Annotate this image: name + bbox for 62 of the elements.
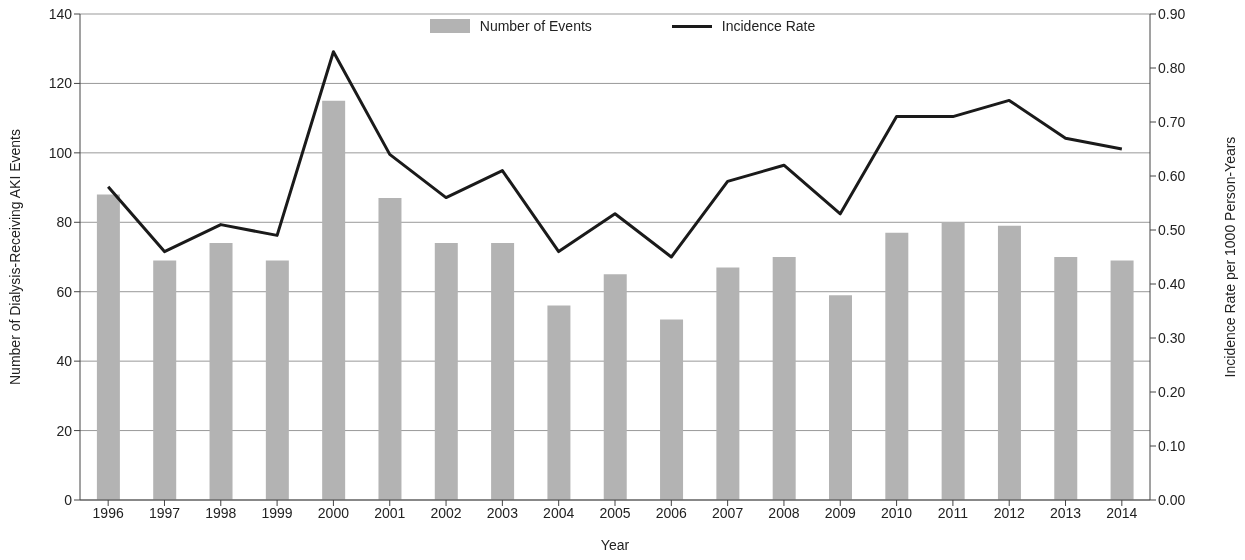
- y-tick-label: 80: [56, 214, 73, 231]
- bar: [885, 232, 909, 500]
- y-tick-label: 40: [56, 353, 73, 370]
- y2-tick-label: 0.10: [1158, 437, 1186, 454]
- bar: [209, 243, 233, 500]
- bar: [829, 295, 852, 500]
- bar: [660, 319, 684, 500]
- bar: [96, 194, 120, 500]
- y2-tick-label: 0.30: [1158, 329, 1186, 346]
- y2-tick-label: 0.20: [1158, 383, 1186, 400]
- x-tick-label: 2008: [768, 504, 800, 521]
- y-tick-label: 140: [48, 5, 73, 22]
- y2-tick-label: 0.50: [1158, 221, 1186, 238]
- bar: [434, 243, 458, 500]
- y-axis-title: Number of Dialysis-Receiving AKI Events: [6, 129, 23, 385]
- bar: [265, 260, 289, 500]
- legend-label: Incidence Rate: [721, 18, 816, 34]
- y-tick-label: 60: [56, 283, 73, 300]
- x-tick-label: 1998: [205, 504, 237, 521]
- bar: [322, 100, 346, 500]
- x-tick-label: 2001: [374, 504, 406, 521]
- bar: [941, 222, 965, 500]
- x-tick-label: 2011: [937, 504, 969, 521]
- x-tick-label: 2000: [317, 504, 350, 521]
- x-tick-label: 2014: [1106, 504, 1138, 521]
- bar: [997, 225, 1021, 500]
- y2-axis-title: Incidence Rate per 1000 Person-Years: [1221, 136, 1238, 378]
- y2-tick-label: 0.40: [1158, 275, 1186, 292]
- y2-tick-label: 0.90: [1158, 5, 1186, 22]
- bar: [547, 305, 571, 500]
- x-tick-label: 2002: [430, 504, 462, 521]
- x-tick-label: 1996: [92, 504, 124, 521]
- x-tick-label: 2010: [881, 504, 913, 521]
- bar: [1054, 257, 1078, 500]
- y2-tick-label: 0.60: [1158, 167, 1186, 184]
- x-tick-label: 2003: [486, 504, 519, 521]
- x-tick-label: 1999: [261, 504, 293, 521]
- bar: [603, 274, 627, 500]
- y-tick-label: 100: [48, 144, 73, 161]
- bar: [491, 243, 515, 500]
- bar: [378, 197, 402, 500]
- x-tick-label: 2013: [1049, 504, 1082, 521]
- bar: [1110, 260, 1134, 500]
- x-tick-label: 2005: [599, 504, 631, 521]
- x-tick-label: 2006: [655, 504, 688, 521]
- legend-label: Number of Events: [479, 18, 592, 34]
- bar: [716, 267, 740, 500]
- bar: [153, 260, 177, 500]
- line-series: [106, 50, 1124, 259]
- x-tick-label: 1997: [148, 504, 181, 521]
- x-tick-label: 2007: [712, 504, 744, 521]
- x-axis-title: Year: [600, 537, 630, 553]
- x-tick-label: 2012: [993, 504, 1025, 521]
- y-tick-label: 20: [56, 422, 73, 439]
- x-tick-label: 2004: [543, 504, 575, 521]
- x-tick-label: 2009: [824, 504, 857, 521]
- y2-tick-label: 0.80: [1158, 59, 1186, 76]
- bar: [772, 257, 796, 500]
- y-tick-label: 120: [48, 75, 73, 92]
- y2-tick-label: 0.70: [1158, 113, 1186, 130]
- y2-tick-label: 0.00: [1158, 491, 1186, 508]
- y-tick-label: 0: [64, 491, 73, 508]
